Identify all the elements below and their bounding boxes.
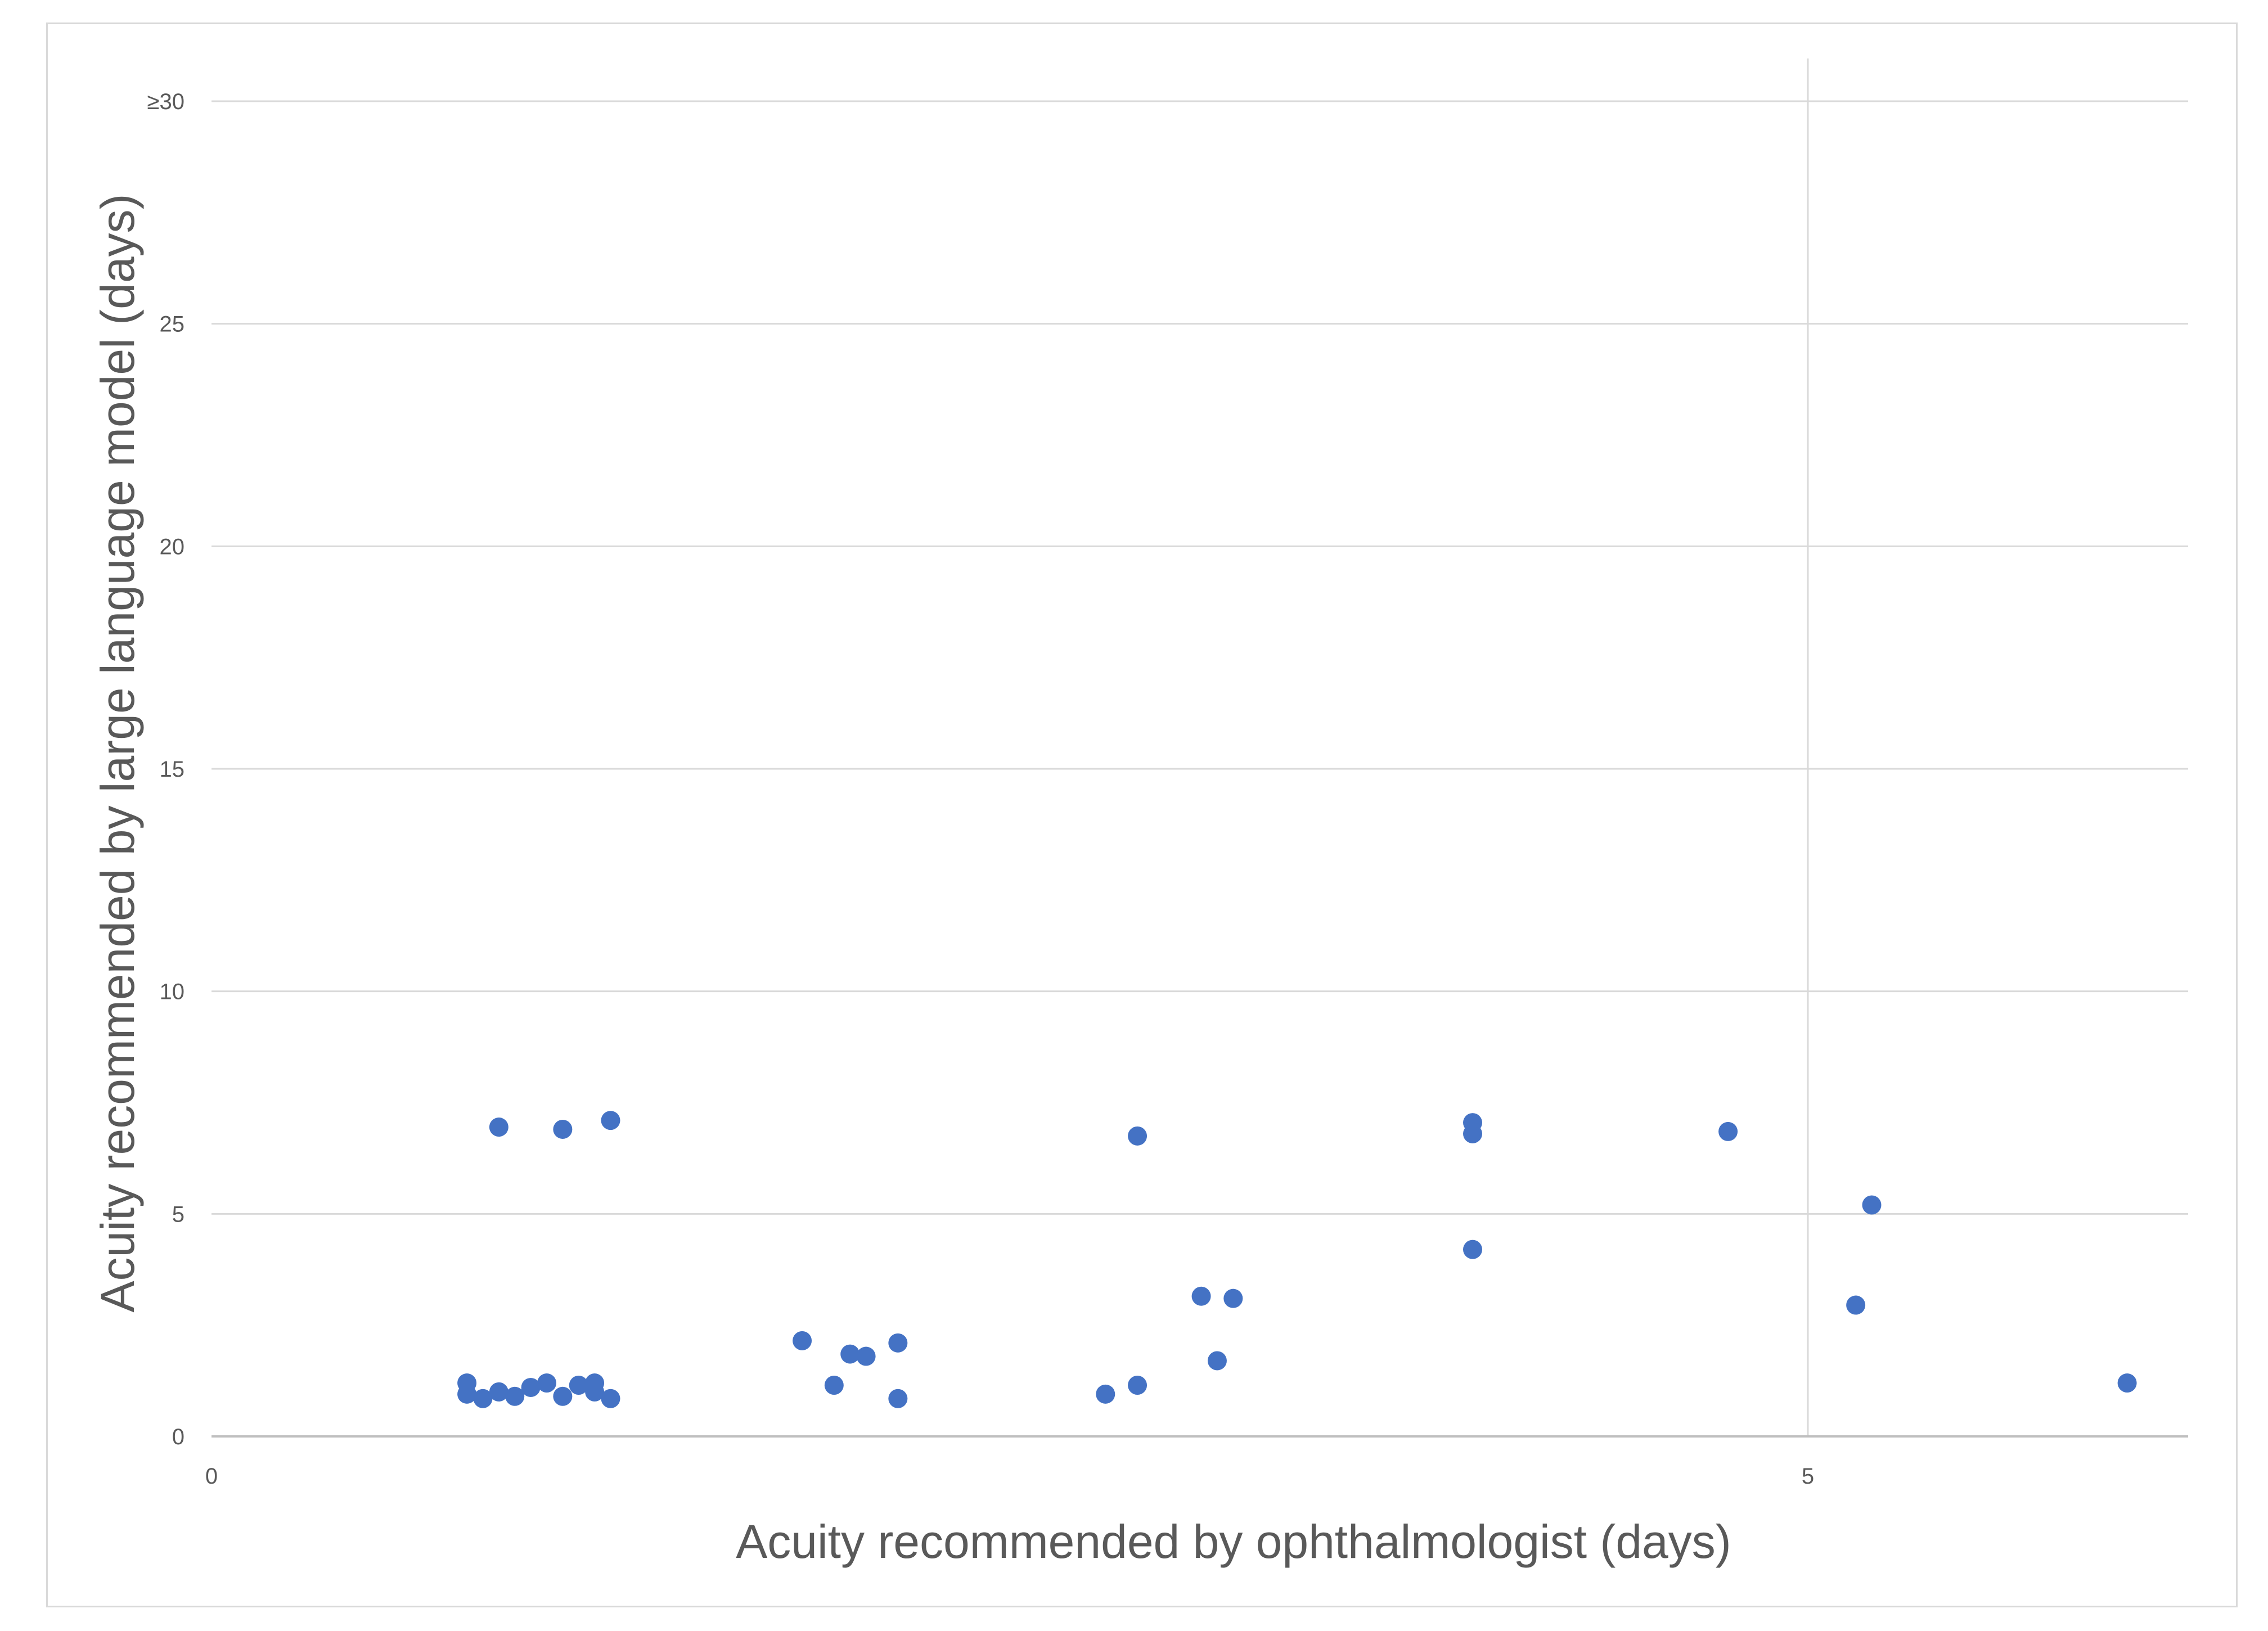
data-point [505, 1386, 525, 1406]
y-tick-label: 25 [160, 312, 185, 337]
data-point [824, 1375, 844, 1395]
data-point [537, 1373, 556, 1393]
data-point [521, 1377, 541, 1397]
data-point [553, 1386, 573, 1406]
y-tick-label: 10 [160, 980, 185, 1004]
y-tick-label: ≥30 [147, 89, 184, 114]
y-tick-labels: 0 5 10 15 20 25 ≥30 [147, 89, 184, 1449]
data-point [585, 1373, 605, 1393]
data-point [888, 1389, 908, 1408]
data-point [1128, 1375, 1148, 1395]
data-point [1718, 1121, 1738, 1141]
data-point [457, 1384, 477, 1404]
data-point [1846, 1295, 1866, 1315]
data-point [489, 1118, 508, 1137]
x-tick-label: 5 [1802, 1464, 1814, 1489]
data-point [840, 1344, 860, 1364]
chart-frame [46, 22, 2238, 1607]
y-axis-title: Acuity recommended by large language mod… [91, 193, 144, 1312]
y-tick-label: 20 [160, 534, 185, 559]
y-tick-label: 15 [160, 757, 185, 782]
data-point [793, 1331, 812, 1350]
data-point [473, 1389, 493, 1408]
data-point [569, 1375, 588, 1395]
data-point [1223, 1288, 1243, 1308]
data-point [2117, 1373, 2137, 1393]
y-tick-label: 0 [172, 1425, 184, 1449]
data-point [601, 1389, 620, 1408]
x-axis-title: Acuity recommended by ophthalmologist (d… [736, 1515, 1731, 1568]
data-point [856, 1346, 876, 1366]
data-point [1862, 1195, 1882, 1215]
data-point [1463, 1240, 1483, 1259]
y-tick-label: 5 [172, 1202, 184, 1227]
gridlines [212, 58, 2188, 1436]
data-points [457, 1111, 2137, 1408]
data-point [1463, 1124, 1483, 1143]
data-point [1191, 1286, 1211, 1306]
data-point [1096, 1384, 1115, 1404]
data-point [888, 1333, 908, 1353]
data-point [601, 1111, 620, 1130]
x-tick-label: 0 [205, 1464, 218, 1489]
data-point [1207, 1351, 1227, 1371]
data-point [553, 1119, 573, 1139]
data-point [1128, 1126, 1148, 1146]
data-point [489, 1382, 508, 1402]
